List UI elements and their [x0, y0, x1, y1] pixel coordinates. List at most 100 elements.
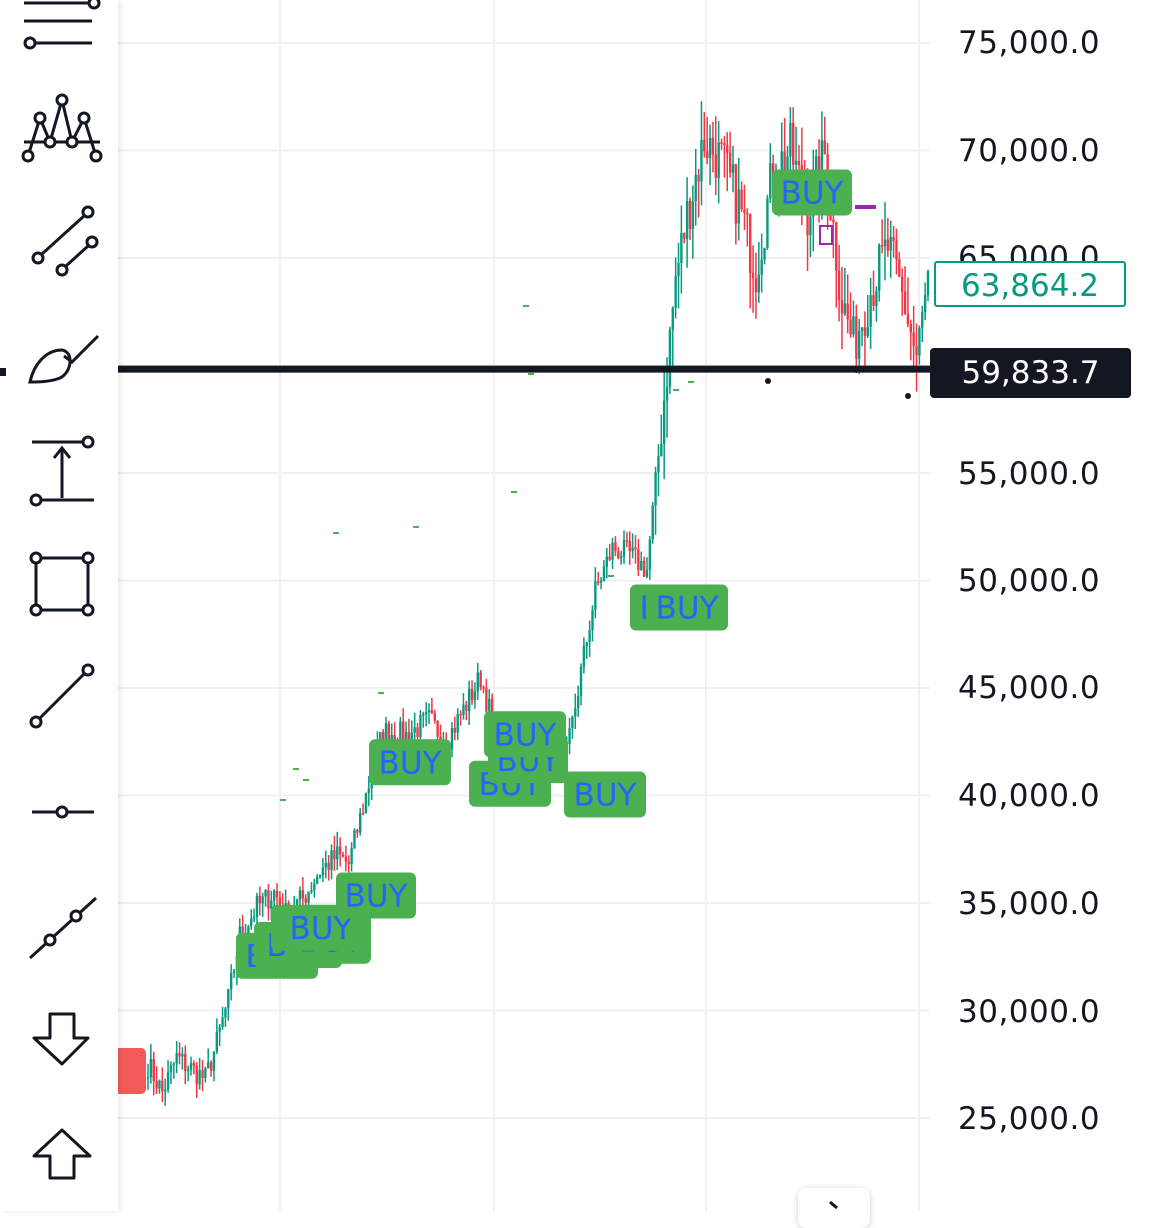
candle-body	[327, 862, 330, 871]
trend-line-tool[interactable]	[20, 654, 104, 738]
candle-body	[685, 200, 689, 239]
candle-body	[436, 720, 439, 737]
candle-body	[860, 327, 864, 331]
price-tick-label: 40,000.0	[958, 778, 1101, 814]
candle-body	[823, 140, 826, 155]
buy-signal-badge	[336, 872, 416, 919]
candle-body	[192, 1063, 196, 1066]
candle-body	[393, 735, 396, 743]
buy-signal-badge	[484, 711, 566, 758]
candle-body	[571, 716, 574, 729]
candle-body	[895, 240, 898, 260]
candle-body	[700, 139, 703, 182]
candle-body	[356, 830, 359, 833]
buy-signal-label: BUY	[781, 176, 844, 212]
candle-body	[880, 245, 884, 247]
candle-body	[333, 850, 336, 860]
candle-body	[169, 1064, 173, 1072]
candle-body	[201, 1070, 204, 1078]
last-price-label: 63,864.2	[934, 261, 1126, 307]
long-position-tool[interactable]	[20, 0, 104, 79]
candle-body	[218, 1027, 221, 1032]
brush-tool[interactable]	[20, 320, 104, 404]
candle-body	[657, 456, 660, 473]
candlestick-chart[interactable]: BUYBUYBUYBUYBUYBUYBUYBUYBUYBUYBUYBUYBUY	[118, 0, 930, 1211]
price-scale[interactable]: 75,000.0 70,000.0 65,000.0 55,000.0 50,0…	[930, 0, 1170, 1211]
candle-body	[691, 201, 695, 229]
candle-body	[591, 609, 594, 631]
candle-body	[212, 1051, 216, 1071]
candle-body	[900, 276, 904, 292]
price-range-tool[interactable]	[20, 428, 104, 512]
candle-body	[642, 560, 646, 577]
candle-body	[307, 891, 310, 903]
candle-body	[705, 151, 709, 159]
candle-body	[809, 216, 812, 236]
candle-body	[726, 145, 729, 153]
candle-body	[258, 896, 262, 904]
arrow-up-tool[interactable]	[20, 1116, 104, 1200]
horizontal-ray-tool[interactable]	[20, 770, 104, 854]
candle-body	[361, 813, 365, 815]
candle-body	[367, 788, 371, 794]
candle-body	[459, 714, 462, 716]
candle-body	[404, 731, 408, 742]
candle-body	[909, 323, 912, 333]
candle-body	[270, 900, 273, 909]
candle-body	[172, 1063, 176, 1066]
candle-body	[476, 672, 479, 692]
candle-body	[737, 189, 740, 224]
candle-body	[353, 830, 356, 848]
candle-body	[261, 896, 264, 904]
measure-price-range-icon	[29, 435, 95, 507]
candle-body	[683, 232, 686, 239]
candle-body	[433, 713, 436, 721]
candle-body	[318, 875, 322, 878]
chevron-right-icon	[829, 1200, 838, 1210]
candle-body	[252, 917, 256, 919]
rectangle-tool[interactable]	[20, 542, 104, 626]
candle-body	[688, 200, 692, 229]
candle-body	[427, 710, 431, 713]
candle-body	[923, 295, 927, 313]
candle-body	[697, 175, 700, 182]
rectangle-icon	[29, 551, 95, 617]
candle-body	[602, 566, 606, 581]
candle-body	[760, 259, 763, 275]
candle-body	[482, 687, 485, 689]
candle-body	[350, 847, 353, 865]
candle-body	[915, 345, 918, 356]
candle-body	[786, 156, 789, 173]
candle-body	[855, 316, 858, 359]
candle-body	[763, 247, 766, 260]
candle-body	[889, 237, 892, 251]
candle-body	[347, 861, 350, 865]
arrow-down-tool[interactable]	[20, 998, 104, 1082]
chart-pane[interactable]: BUYBUYBUYBUYBUYBUYBUYBUYBUYBUYBUYBUYBUY	[118, 0, 930, 1211]
candle-body	[717, 142, 720, 178]
candle-body	[857, 330, 861, 359]
extended-line-tool[interactable]	[20, 884, 104, 968]
candle-body	[204, 1068, 207, 1078]
crosshair-dot	[905, 393, 911, 399]
candle-body	[622, 540, 626, 557]
candle-body	[390, 735, 393, 743]
price-tick-label: 25,000.0	[958, 1101, 1101, 1137]
candle-body	[746, 213, 749, 215]
price-tick-label: 30,000.0	[958, 994, 1101, 1030]
candle-body	[490, 698, 494, 717]
candle-body	[792, 122, 795, 165]
candle-body	[875, 290, 878, 306]
trend-angle-tool[interactable]	[20, 198, 104, 282]
candle-body	[872, 295, 875, 306]
candle-body	[324, 862, 327, 868]
scroll-to-realtime-button[interactable]	[798, 1188, 870, 1228]
buy-signal-badge	[772, 169, 852, 216]
candle-body	[467, 688, 471, 711]
candle-body	[384, 723, 388, 742]
candle-body	[694, 175, 697, 202]
drawing-toolbar	[0, 0, 118, 1211]
candle-body	[574, 708, 577, 717]
candle-body	[806, 205, 809, 236]
head-and-shoulders-tool[interactable]	[20, 88, 104, 172]
